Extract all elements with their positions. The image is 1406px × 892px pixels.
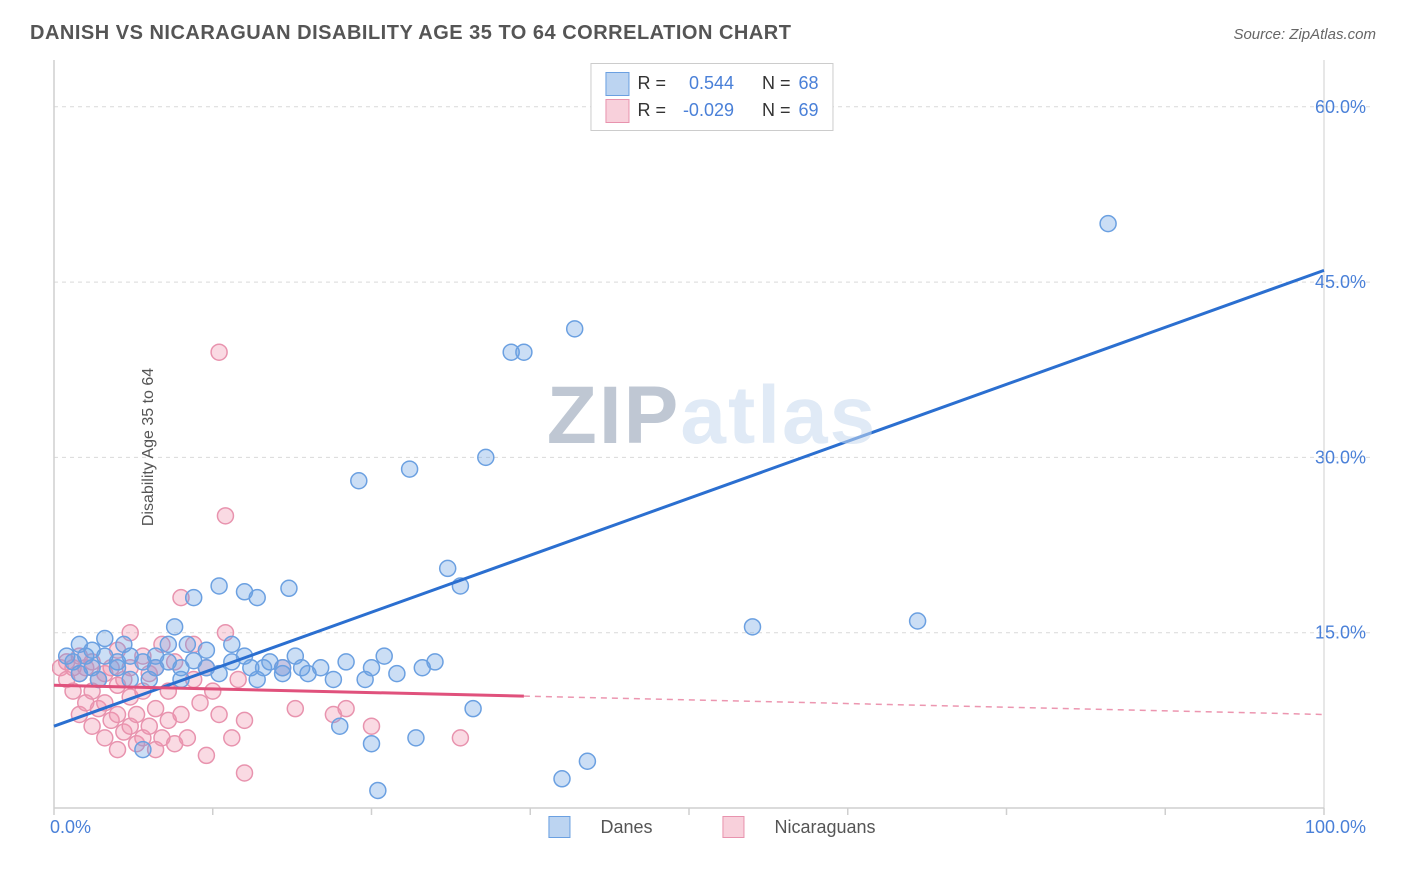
svg-text:30.0%: 30.0%	[1315, 447, 1366, 467]
svg-text:45.0%: 45.0%	[1315, 272, 1366, 292]
swatch-icon	[605, 72, 629, 96]
series-legend: Danes Nicaraguans	[548, 816, 875, 838]
legend-row: R = -0.029 N = 69	[605, 97, 818, 124]
chart-container: DANISH VS NICARAGUAN DISABILITY AGE 35 T…	[0, 0, 1406, 892]
x-min-label: 0.0%	[50, 817, 91, 838]
swatch-icon	[548, 816, 570, 838]
scatter-svg: 15.0% 30.0% 45.0% 60.0%	[52, 58, 1372, 836]
legend-label: Danes	[600, 817, 652, 838]
svg-text:15.0%: 15.0%	[1315, 623, 1366, 643]
x-max-label: 100.0%	[1305, 817, 1366, 838]
svg-text:60.0%: 60.0%	[1315, 97, 1366, 117]
y-axis-label: Disability Age 35 to 64	[140, 368, 158, 526]
chart-title: DANISH VS NICARAGUAN DISABILITY AGE 35 T…	[30, 22, 791, 45]
legend-row: R = 0.544 N = 68	[605, 70, 818, 97]
correlation-legend: R = 0.544 N = 68 R = -0.029 N = 69	[590, 63, 833, 131]
legend-label: Nicaraguans	[774, 817, 875, 838]
swatch-icon	[722, 816, 744, 838]
plot-area: Disability Age 35 to 64 ZIPatlas 15.0%30…	[52, 58, 1372, 836]
swatch-icon	[605, 99, 629, 123]
source-attribution: Source: ZipAtlas.com	[1233, 26, 1376, 43]
